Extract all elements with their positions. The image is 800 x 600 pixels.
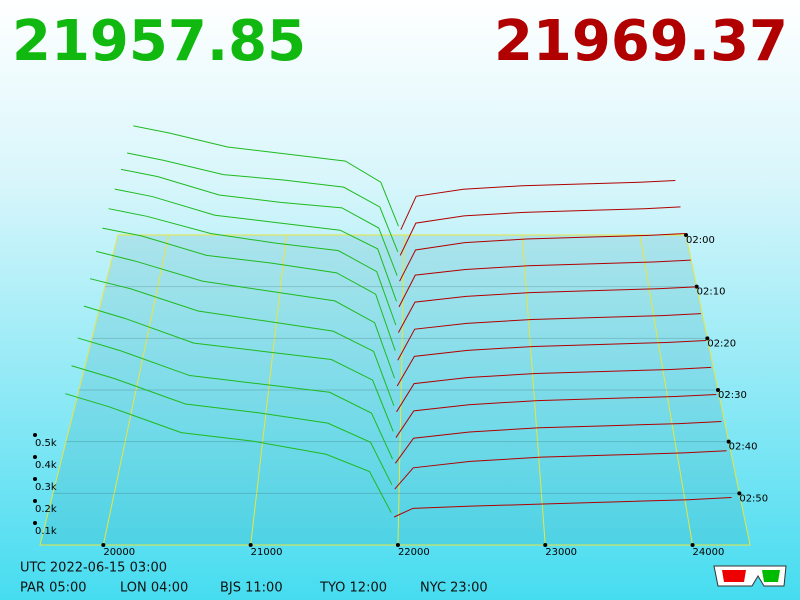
bid-depth-line xyxy=(65,393,392,513)
bid-depth-line xyxy=(89,278,395,406)
x-tick-label: 24000 xyxy=(693,547,725,558)
tick-dot xyxy=(395,543,400,547)
tick-dot xyxy=(694,284,699,289)
grid-line xyxy=(250,234,288,546)
ask-depth-line xyxy=(398,259,691,308)
y-tick-label: 0.4k xyxy=(35,460,57,471)
bid-depth-line xyxy=(114,188,397,302)
ask-depth-line xyxy=(397,313,701,361)
x-tick-label: 20000 xyxy=(103,547,135,558)
tick-dot xyxy=(705,336,710,341)
ask-depth-line xyxy=(393,497,732,518)
z-tick-label: 02:40 xyxy=(729,442,758,453)
grid-line xyxy=(639,234,694,546)
grid-line xyxy=(521,234,546,546)
grid-line xyxy=(102,234,170,546)
tick-dot xyxy=(737,491,742,496)
x-tick-label: 23000 xyxy=(545,547,577,558)
utc-time: UTC 2022-06-15 03:00 xyxy=(20,561,167,576)
tick-dot xyxy=(33,499,37,503)
bid-depth-line xyxy=(127,152,399,253)
z-tick-label: 02:50 xyxy=(739,493,768,504)
tick-dot xyxy=(716,388,720,392)
zone-time: NYC 23:00 xyxy=(420,581,488,596)
y-tick-label: 0.2k xyxy=(35,504,57,515)
tick-dot xyxy=(543,543,548,547)
zone-time: LON 04:00 xyxy=(120,581,188,596)
time-zones: PAR 05:00 LON 04:00 BJS 11:00 TYO 12:00 NYC … xyxy=(20,581,488,596)
plot: 20000 21000 22000 23000 24000 02:00 02:10 02:20… xyxy=(33,125,768,558)
x-tick-label: 21000 xyxy=(251,547,283,558)
bid-depth-line xyxy=(133,125,399,227)
y-tick-label: 0.3k xyxy=(35,482,57,493)
tick-dot xyxy=(101,543,106,547)
zone-time: PAR 05:00 xyxy=(20,581,87,596)
bid-depth-line xyxy=(96,250,395,379)
z-tick-label: 02:20 xyxy=(707,338,736,349)
ask-price: 21969.37 xyxy=(494,9,788,74)
ask-depth-line xyxy=(399,233,686,282)
bid-depth-line xyxy=(83,305,394,432)
tick-dot xyxy=(33,455,37,459)
y-tick-label: 0.1k xyxy=(35,526,57,537)
z-tick-label: 02:30 xyxy=(718,390,747,401)
grid-line xyxy=(397,234,405,546)
ask-depth-line xyxy=(400,179,676,230)
tick-dot xyxy=(690,543,695,547)
bid-depth-line xyxy=(102,227,396,351)
tick-dot xyxy=(726,439,731,444)
tick-dot xyxy=(33,477,37,481)
ask-depth-line xyxy=(396,366,712,413)
3d-glasses-icon xyxy=(713,565,787,587)
tick-dot xyxy=(33,521,37,525)
zone-time: TYO 12:00 xyxy=(319,581,387,596)
tick-dot xyxy=(248,543,253,547)
ask-depth-line xyxy=(397,286,696,333)
ask-depth-line xyxy=(394,421,722,464)
zone-time: BJS 11:00 xyxy=(220,581,283,596)
tick-dot xyxy=(33,433,37,437)
ask-depth-line xyxy=(399,206,681,256)
ask-depth-line xyxy=(396,340,707,387)
z-tick-label: 02:00 xyxy=(686,235,715,246)
y-tick-label: 0.5k xyxy=(35,438,57,449)
bid-depth-line xyxy=(77,337,394,460)
bid-depth-line xyxy=(120,168,398,276)
ask-depth-line xyxy=(395,393,717,438)
bid-depth-line xyxy=(71,365,393,486)
z-tick-label: 02:10 xyxy=(697,287,726,298)
ask-depth-line xyxy=(394,450,727,490)
bid-depth-line xyxy=(108,208,397,326)
bid-price: 21957.85 xyxy=(12,9,306,74)
x-tick-label: 22000 xyxy=(398,547,430,558)
